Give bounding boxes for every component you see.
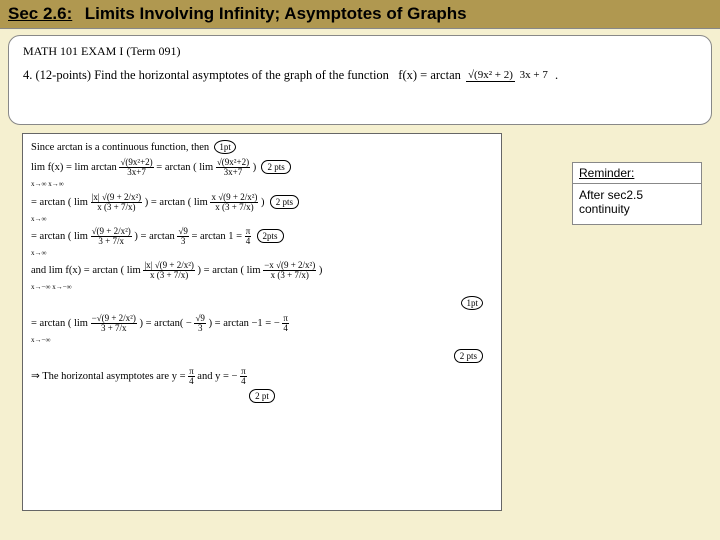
den: 3x+7 bbox=[119, 168, 153, 177]
den: 4 bbox=[245, 237, 252, 246]
fraction: π4 bbox=[245, 227, 252, 246]
solution-line-5: and lim f(x) = arctan ( lim |x| √(9 + 2/… bbox=[31, 261, 493, 280]
slide-header: Sec 2.6: Limits Involving Infinity; Asym… bbox=[0, 0, 720, 29]
den: 3 bbox=[177, 237, 188, 246]
exam-title: MATH 101 EXAM I (Term 091) bbox=[23, 44, 697, 59]
text: ) = arctan ( lim bbox=[145, 197, 208, 208]
den: 3 + 7/x bbox=[91, 324, 137, 333]
fraction: |x| √(9 + 2/x²)x (3 + 7/x) bbox=[91, 193, 143, 212]
fraction: x √(9 + 2/x²)x (3 + 7/x) bbox=[210, 193, 258, 212]
fraction: π4 bbox=[282, 314, 289, 333]
points-badge: 2 pts bbox=[270, 195, 299, 209]
fraction: |x| √(9 + 2/x²)x (3 + 7/x) bbox=[143, 261, 195, 280]
fraction: √93 bbox=[194, 314, 205, 333]
solution-line-6-pts: 2 pts bbox=[31, 349, 493, 364]
den: 3 bbox=[194, 324, 205, 333]
text: ) = arctan( − bbox=[140, 318, 192, 329]
points-badge: 1pt bbox=[461, 296, 483, 310]
text: = arctan ( lim bbox=[156, 162, 213, 173]
den: 4 bbox=[282, 324, 289, 333]
text: lim f(x) = lim arctan bbox=[31, 162, 117, 173]
den: 3x+7 bbox=[216, 168, 250, 177]
problem-statement: 4. (12-points) Find the horizontal asymp… bbox=[23, 65, 697, 85]
solution-line-3-sub: x→∞ bbox=[31, 215, 493, 224]
points-badge: 2 pt bbox=[249, 389, 275, 403]
text: ) = arctan −1 = − bbox=[209, 318, 280, 329]
text: ) bbox=[261, 197, 265, 208]
solution-line-7-pts: 2 pt bbox=[31, 389, 493, 404]
solution-line-4-sub: x→∞ bbox=[31, 249, 493, 258]
den: x (3 + 7/x) bbox=[210, 203, 258, 212]
fraction: √(9x²+2)3x+7 bbox=[216, 158, 250, 177]
text: ) bbox=[253, 162, 257, 173]
period: . bbox=[555, 68, 558, 82]
text: Since arctan is a continuous function, t… bbox=[31, 142, 209, 153]
function-numerator: √(9x² + 2) bbox=[466, 69, 515, 82]
points-badge: 2pts bbox=[257, 229, 284, 243]
points-badge: 2 pts bbox=[454, 349, 483, 363]
problem-text: Find the horizontal asymptotes of the gr… bbox=[94, 68, 389, 82]
den: 4 bbox=[240, 377, 247, 386]
solution-line-3: = arctan ( lim |x| √(9 + 2/x²)x (3 + 7/x… bbox=[31, 193, 493, 212]
text: and y = − bbox=[197, 371, 237, 382]
section-label: Sec 2.6: bbox=[8, 4, 72, 23]
text: ⇒ The horizontal asymptotes are y = bbox=[31, 371, 188, 382]
fraction: −√(9 + 2/x²)3 + 7/x bbox=[91, 314, 137, 333]
reminder-heading: Reminder: bbox=[573, 163, 701, 184]
solution-box: Since arctan is a continuous function, t… bbox=[22, 133, 502, 511]
points-badge: 2 pts bbox=[261, 160, 290, 174]
fraction: π4 bbox=[240, 367, 247, 386]
function-lhs: f(x) = arctan bbox=[398, 68, 461, 82]
text: = arctan ( lim bbox=[31, 231, 88, 242]
points-badge: 1pt bbox=[214, 140, 236, 154]
text: ) bbox=[319, 265, 323, 276]
fraction: √(9x²+2)3x+7 bbox=[119, 158, 153, 177]
function-denominator: 3x + 7 bbox=[518, 69, 550, 81]
fraction: −x √(9 + 2/x²)x (3 + 7/x) bbox=[263, 261, 316, 280]
fraction: √93 bbox=[177, 227, 188, 246]
solution-line-5-sub: x→−∞ x→−∞ bbox=[31, 283, 493, 292]
section-title: Limits Involving Infinity; Asymptotes of… bbox=[85, 4, 467, 23]
text: = arctan ( lim bbox=[31, 197, 88, 208]
den: x (3 + 7/x) bbox=[91, 203, 143, 212]
solution-line-1: Since arctan is a continuous function, t… bbox=[31, 140, 493, 155]
den: 4 bbox=[188, 377, 195, 386]
text: = arctan 1 = bbox=[191, 231, 244, 242]
function-fraction: √(9x² + 2) 3x + 7 bbox=[466, 67, 550, 85]
text: and lim f(x) = arctan ( lim bbox=[31, 265, 141, 276]
fraction: π4 bbox=[188, 367, 195, 386]
solution-line-7: ⇒ The horizontal asymptotes are y = π4 a… bbox=[31, 367, 493, 386]
reminder-box: Reminder: After sec2.5 continuity bbox=[572, 162, 702, 225]
solution-line-6-sub: x→−∞ bbox=[31, 336, 493, 345]
solution-line-2-sub: x→∞ x→∞ bbox=[31, 180, 493, 189]
solution-line-5-pts: 1pt bbox=[31, 296, 493, 311]
problem-box: MATH 101 EXAM I (Term 091) 4. (12-points… bbox=[8, 35, 712, 125]
problem-number: 4. bbox=[23, 68, 32, 82]
den: x (3 + 7/x) bbox=[263, 271, 316, 280]
text: ) = arctan bbox=[134, 231, 174, 242]
text: ) = arctan ( lim bbox=[198, 265, 261, 276]
den: x (3 + 7/x) bbox=[143, 271, 195, 280]
reminder-body: After sec2.5 continuity bbox=[573, 184, 701, 224]
solution-line-4: = arctan ( lim √(9 + 2/x²)3 + 7/x ) = ar… bbox=[31, 227, 493, 246]
solution-line-6: = arctan ( lim −√(9 + 2/x²)3 + 7/x ) = a… bbox=[31, 314, 493, 333]
den: 3 + 7/x bbox=[91, 237, 132, 246]
problem-points: (12-points) bbox=[36, 68, 92, 82]
solution-line-2: lim f(x) = lim arctan √(9x²+2)3x+7 = arc… bbox=[31, 158, 493, 177]
fraction: √(9 + 2/x²)3 + 7/x bbox=[91, 227, 132, 246]
text: = arctan ( lim bbox=[31, 318, 88, 329]
